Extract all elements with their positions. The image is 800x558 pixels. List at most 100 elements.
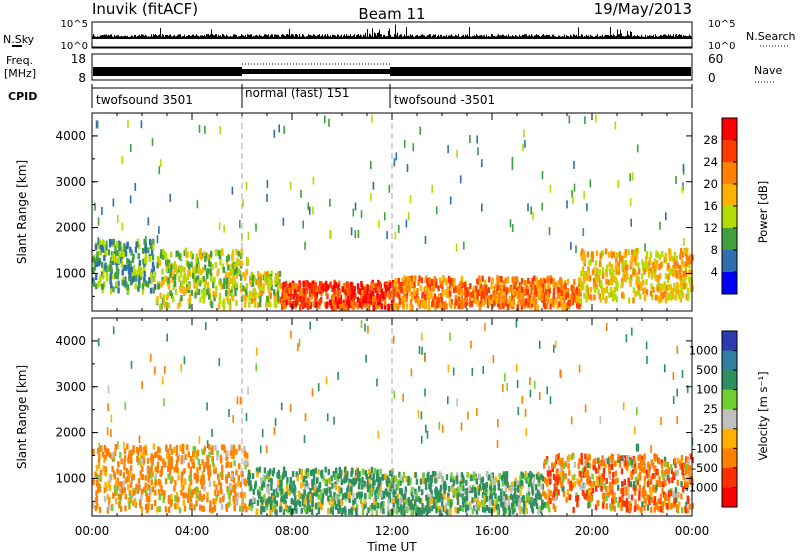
data-cell	[400, 509, 402, 515]
data-cell	[421, 509, 423, 515]
data-cell	[173, 264, 175, 270]
nsky-bar	[385, 36, 386, 39]
nsky-bar	[585, 37, 586, 39]
nsky-bar	[130, 37, 131, 39]
data-cell	[573, 293, 575, 299]
data-cell	[580, 298, 582, 304]
nsky-bar	[164, 37, 165, 39]
nsky-bar	[149, 37, 150, 39]
sparse-echo	[617, 180, 619, 188]
nsky-bar	[139, 35, 140, 39]
nsky-bar	[268, 34, 269, 39]
nsky-bar	[490, 37, 491, 39]
data-cell	[380, 502, 382, 508]
data-cell	[421, 489, 423, 495]
data-cell	[116, 267, 118, 273]
nsky-bar	[581, 34, 582, 39]
nsky-bar	[483, 35, 484, 39]
nsky-bar	[652, 36, 653, 39]
data-cell	[115, 498, 117, 504]
data-cell	[198, 289, 200, 295]
data-cell	[469, 295, 471, 301]
nsky-bar	[250, 34, 251, 39]
data-cell	[567, 479, 569, 485]
data-cell	[609, 474, 611, 480]
data-cell	[434, 276, 436, 282]
nsky-bar	[111, 34, 112, 39]
data-cell	[225, 476, 227, 482]
nsky-bar	[486, 35, 487, 39]
nsky-bar	[530, 36, 531, 39]
data-cell	[624, 252, 626, 258]
data-cell	[540, 474, 542, 480]
nsky-bar	[656, 36, 657, 39]
data-cell	[201, 277, 203, 283]
data-cell	[380, 491, 382, 497]
data-cell	[387, 291, 389, 297]
data-cell	[470, 475, 472, 481]
sparse-echo	[159, 166, 161, 174]
nsky-bar	[354, 34, 355, 39]
data-cell	[197, 280, 199, 286]
nsky-bar	[460, 37, 461, 39]
nsky-bar	[405, 36, 406, 39]
data-cell	[156, 507, 158, 513]
nsky-bar	[344, 34, 345, 39]
nsky-bar	[651, 36, 652, 39]
data-cell	[586, 294, 588, 300]
nsky-bar	[444, 36, 445, 39]
data-cell	[427, 287, 429, 293]
nsky-bar	[242, 35, 243, 39]
nsky-bar	[675, 35, 676, 39]
nsky-bar	[179, 34, 180, 39]
nsky-bar	[154, 35, 155, 39]
data-cell	[345, 474, 347, 480]
nsky-bar	[548, 35, 549, 39]
data-cell	[141, 458, 143, 464]
data-cell	[216, 271, 218, 277]
data-cell	[125, 265, 127, 271]
data-cell	[261, 485, 263, 491]
data-cell	[294, 485, 296, 491]
data-cell	[459, 505, 461, 511]
data-cell	[145, 475, 147, 481]
nsky-bar	[237, 37, 238, 39]
data-cell	[679, 265, 681, 271]
nsky-bar	[107, 36, 108, 39]
data-cell	[246, 257, 248, 263]
data-cell	[687, 295, 689, 301]
nsky-bar	[480, 35, 481, 39]
data-cell	[413, 282, 415, 288]
data-cell	[169, 272, 171, 278]
data-cell	[140, 495, 142, 501]
data-cell	[640, 284, 642, 290]
nsky-bar	[595, 36, 596, 39]
nsky-bar	[623, 36, 624, 39]
sparse-echo	[682, 185, 684, 193]
nsky-bar	[229, 37, 230, 39]
sparse-echo	[371, 115, 373, 123]
data-cell	[519, 490, 521, 496]
nsky-bar	[592, 36, 593, 39]
nsky-bar	[528, 36, 529, 39]
nsky-bar	[415, 36, 416, 39]
nsky-bar	[658, 36, 659, 39]
data-cell	[428, 277, 430, 283]
sparse-echo	[523, 130, 525, 138]
sparse-echo	[130, 144, 132, 152]
data-cell	[214, 490, 216, 496]
data-cell	[576, 288, 578, 294]
data-cell	[465, 480, 467, 486]
data-cell	[412, 495, 414, 501]
nsky-bar	[677, 36, 678, 39]
data-cell	[512, 276, 514, 282]
data-cell	[631, 249, 633, 255]
nsky-bar	[312, 36, 313, 39]
nsky-bar	[576, 35, 577, 39]
data-cell	[482, 484, 484, 490]
data-cell	[661, 463, 663, 469]
nsky-bar	[637, 35, 638, 39]
data-cell	[92, 479, 94, 485]
data-cell	[588, 269, 590, 275]
data-cell	[160, 455, 162, 461]
